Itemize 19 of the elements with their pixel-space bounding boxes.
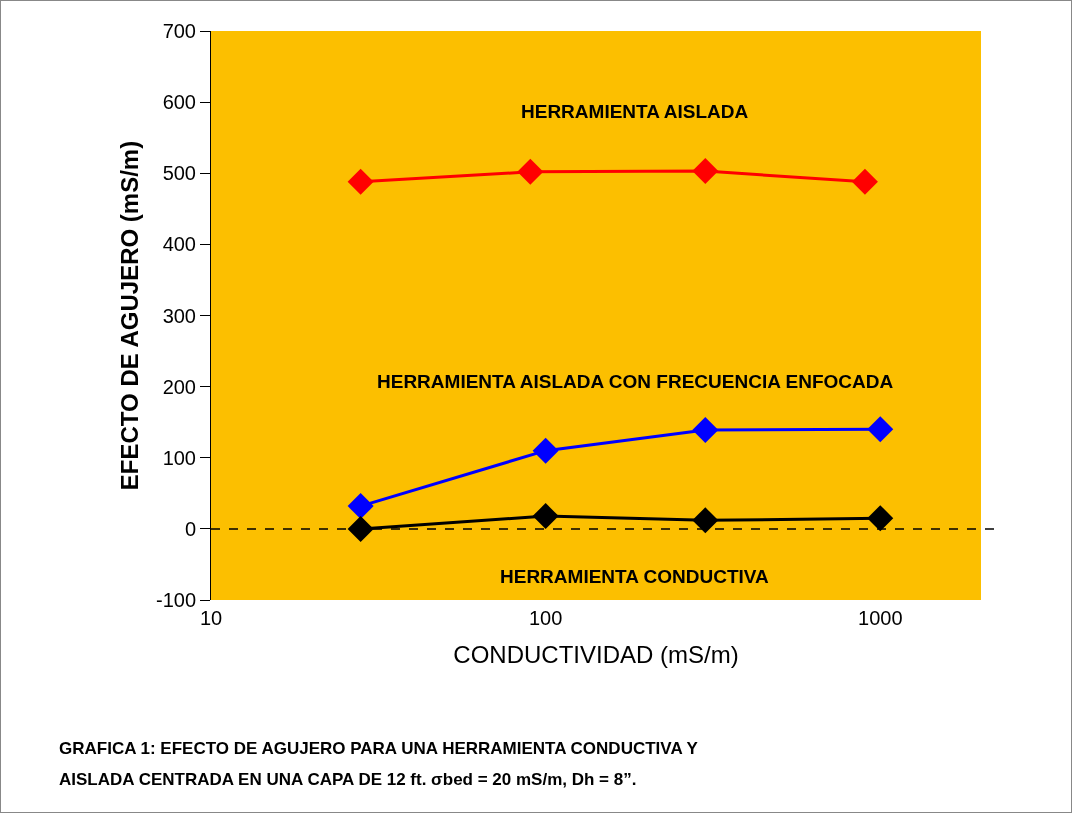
y-tick-label: 600	[162, 91, 196, 114]
x-tick-label: 100	[528, 607, 563, 629]
y-tick-label: 400	[162, 233, 196, 256]
text: HERRAMIENTA CONDUCTIVA	[500, 566, 770, 587]
x-tick-label: 10	[199, 607, 223, 629]
y-tick-label: 200	[162, 375, 196, 398]
y-tick-label: 100	[162, 446, 196, 469]
series-label: HERRAMIENTA AISLADA	[521, 101, 749, 122]
text: AISLADA CENTRADA EN UNA CAPA DE 12 ft. σbed = 20 mS/m, Dh = 8”.	[59, 770, 637, 789]
y-tick-label: 500	[162, 162, 196, 185]
text: GRAFICA 1: EFECTO DE AGUJERO PARA UNA HERRAMIENTA CONDUCTIVA Y	[59, 739, 699, 758]
y-tick-label: 0	[184, 517, 196, 540]
y-axis-title: EFECTO DE AGUJERO (mS/m)	[116, 140, 144, 491]
x-axis-title: CONDUCTIVIDAD (mS/m)	[453, 641, 739, 669]
y-tick-label: 300	[162, 304, 196, 327]
x-tick-label: 1000	[858, 607, 903, 629]
y-tick-label: 700	[162, 20, 196, 42]
series-label: HERRAMIENTA AISLADA CON FRECUENCIA ENFOCADA	[377, 371, 894, 392]
y-tick-label: -100	[155, 589, 196, 611]
